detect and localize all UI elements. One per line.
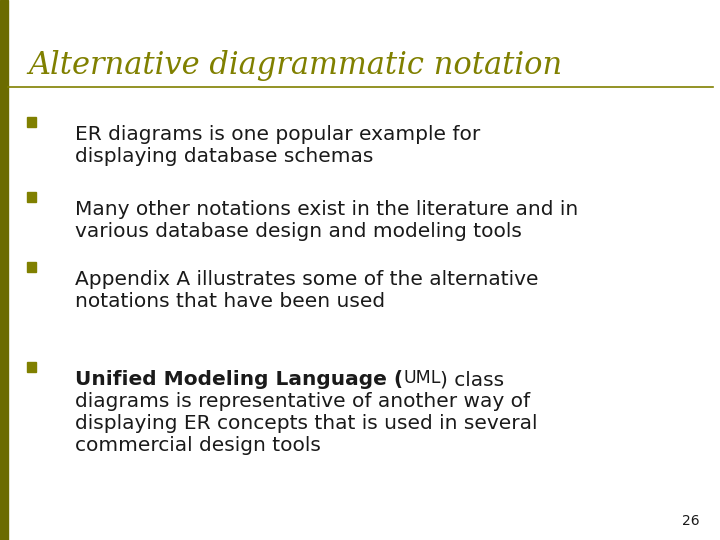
Text: displaying ER concepts that is used in several: displaying ER concepts that is used in s… (75, 414, 538, 433)
Text: UML: UML (403, 369, 441, 387)
Text: ER diagrams is one popular example for: ER diagrams is one popular example for (75, 125, 480, 144)
Text: Appendix A illustrates some of the alternative: Appendix A illustrates some of the alter… (75, 270, 539, 289)
Text: ) class: ) class (441, 370, 505, 389)
Text: displaying database schemas: displaying database schemas (75, 147, 374, 166)
Bar (27, 262, 36, 272)
Text: notations that have been used: notations that have been used (75, 292, 385, 311)
Bar (27, 192, 36, 202)
Bar (0, 0, 8, 540)
Text: diagrams is representative of another way of: diagrams is representative of another wa… (75, 392, 530, 411)
Bar (27, 362, 36, 372)
Text: commercial design tools: commercial design tools (75, 436, 321, 455)
Text: Unified Modeling Language (: Unified Modeling Language ( (75, 370, 403, 389)
Text: Alternative diagrammatic notation: Alternative diagrammatic notation (28, 50, 562, 81)
Text: 26: 26 (683, 514, 700, 528)
Text: various database design and modeling tools: various database design and modeling too… (75, 222, 522, 241)
Bar (27, 117, 36, 127)
Text: Many other notations exist in the literature and in: Many other notations exist in the litera… (75, 200, 578, 219)
